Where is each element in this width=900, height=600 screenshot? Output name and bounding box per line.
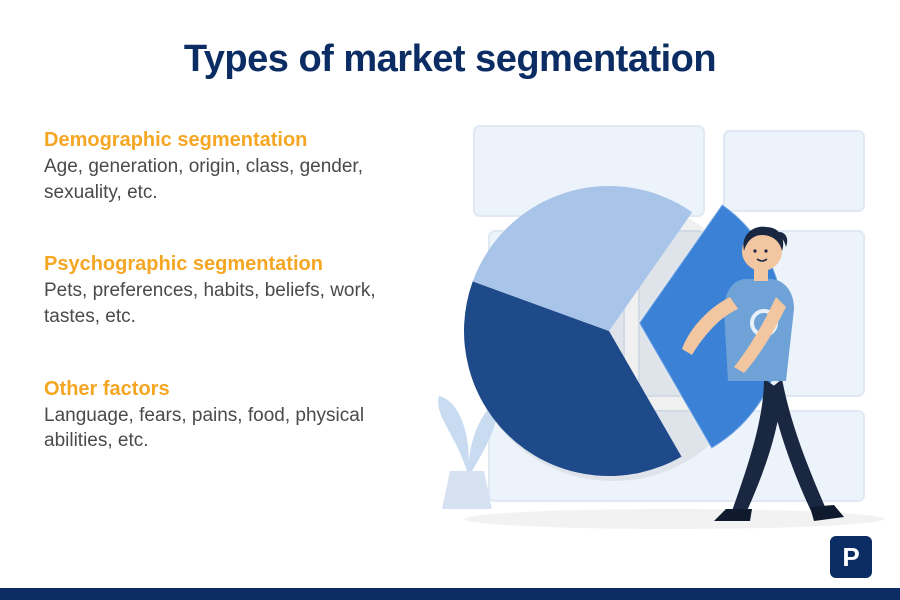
pie-illustration	[414, 101, 884, 541]
illustration-area	[414, 111, 856, 502]
segment-list: Demographic segmentation Age, generation…	[44, 111, 414, 502]
page-title: Types of market segmentation	[0, 0, 900, 81]
segment-block: Other factors Language, fears, pains, fo…	[44, 378, 414, 454]
segment-heading: Psychographic segmentation	[44, 253, 414, 276]
segment-description: Age, generation, origin, class, gender, …	[44, 154, 414, 205]
segment-heading: Other factors	[44, 378, 414, 401]
segment-description: Language, fears, pains, food, physical a…	[44, 403, 414, 454]
segment-block: Demographic segmentation Age, generation…	[44, 129, 414, 205]
segment-description: Pets, preferences, habits, beliefs, work…	[44, 278, 414, 329]
brand-logo-icon: P	[830, 536, 872, 578]
content-row: Demographic segmentation Age, generation…	[0, 81, 900, 502]
segment-block: Psychographic segmentation Pets, prefere…	[44, 253, 414, 329]
footer-bar	[0, 588, 900, 600]
segment-heading: Demographic segmentation	[44, 129, 414, 152]
